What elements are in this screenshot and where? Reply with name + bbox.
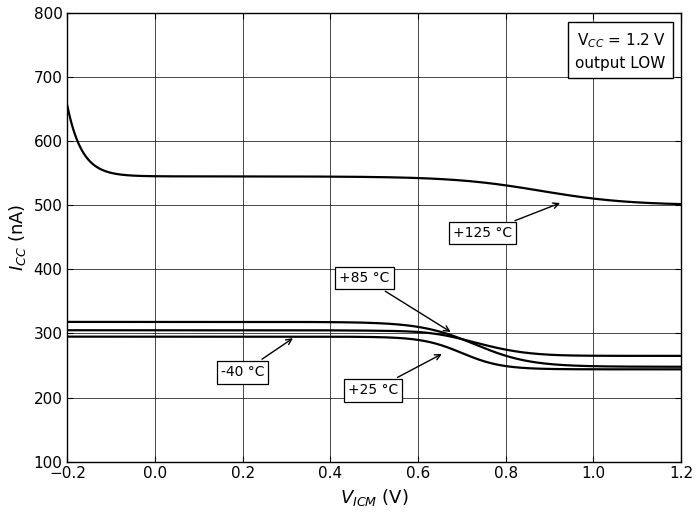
Text: +125 °C: +125 °C [453, 203, 559, 241]
Text: +85 °C: +85 °C [339, 271, 449, 331]
Text: -40 °C: -40 °C [220, 339, 292, 380]
X-axis label: $V_{ICM}$ (V): $V_{ICM}$ (V) [340, 487, 409, 508]
Text: V$_{CC}$ = 1.2 V
output LOW: V$_{CC}$ = 1.2 V output LOW [575, 31, 666, 71]
Y-axis label: $I_{CC}$ (nA): $I_{CC}$ (nA) [7, 203, 28, 271]
Text: +25 °C: +25 °C [348, 355, 440, 398]
